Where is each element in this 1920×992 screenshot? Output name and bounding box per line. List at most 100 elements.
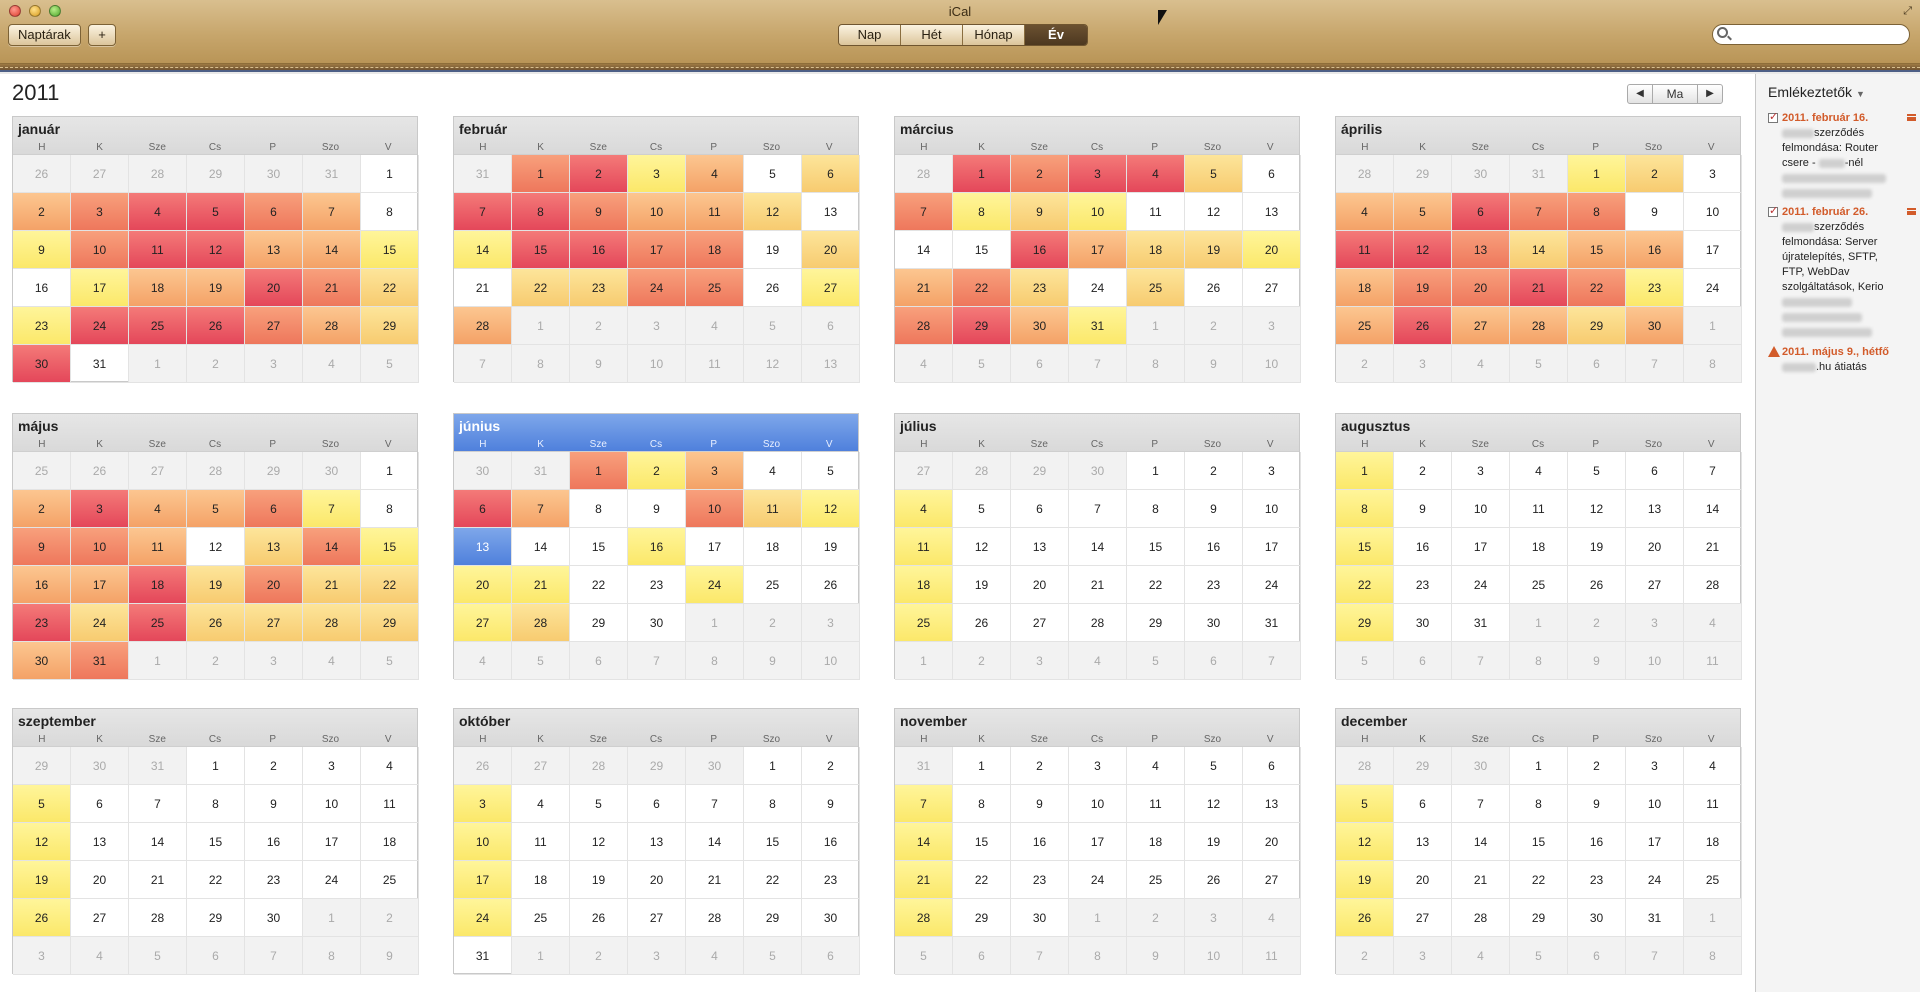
day-cell[interactable]: 21 [686,861,744,899]
day-cell[interactable]: 17 [1069,823,1127,861]
day-cell[interactable]: 14 [895,231,953,269]
day-cell[interactable]: 23 [13,307,71,345]
day-cell[interactable]: 8 [1510,642,1568,680]
day-cell[interactable]: 28 [953,452,1011,490]
day-cell[interactable]: 29 [361,307,419,345]
reminders-title[interactable]: Emlékeztetők ▼ [1768,84,1865,100]
day-cell[interactable]: 19 [1336,861,1394,899]
day-cell[interactable]: 24 [1684,269,1742,307]
day-cell[interactable]: 24 [1452,566,1510,604]
month-5[interactable]: május H K Sze Cs P Szo V 25 26 27 28 29 30 1 2 3 4 5 6 7 8 9 10… [12,413,419,680]
day-cell[interactable]: 2 [1336,937,1394,975]
day-cell[interactable]: 1 [895,642,953,680]
day-cell[interactable]: 30 [628,604,686,642]
day-cell[interactable]: 24 [1243,566,1301,604]
day-cell[interactable]: 21 [303,269,361,307]
day-cell[interactable]: 4 [129,490,187,528]
day-cell[interactable]: 1 [512,937,570,975]
day-cell[interactable]: 20 [802,231,860,269]
day-cell[interactable]: 21 [1510,269,1568,307]
day-cell[interactable]: 5 [1336,642,1394,680]
day-cell[interactable]: 11 [1684,785,1742,823]
day-cell[interactable]: 6 [570,642,628,680]
day-cell[interactable]: 2 [1336,345,1394,383]
day-cell[interactable]: 23 [628,566,686,604]
day-cell[interactable]: 5 [570,785,628,823]
search-input[interactable] [1712,24,1910,45]
day-cell[interactable]: 8 [1684,345,1742,383]
day-cell[interactable]: 8 [1127,490,1185,528]
day-cell[interactable]: 16 [1185,528,1243,566]
day-cell[interactable]: 30 [13,345,71,383]
day-cell[interactable]: 4 [129,193,187,231]
day-cell[interactable]: 15 [361,231,419,269]
day-cell[interactable]: 9 [1185,345,1243,383]
day-cell[interactable]: 16 [1568,823,1626,861]
day-cell[interactable]: 21 [512,566,570,604]
month-12[interactable]: december H K Sze Cs P Szo V 28 29 30 1 2 3 4 5 6 7 8 9 10 11 1… [1335,708,1742,975]
day-cell[interactable]: 9 [361,937,419,975]
day-cell[interactable]: 5 [1185,155,1243,193]
day-cell[interactable]: 1 [570,452,628,490]
day-cell[interactable]: 9 [13,528,71,566]
day-cell[interactable]: 11 [361,785,419,823]
day-cell[interactable]: 3 [628,155,686,193]
day-cell[interactable]: 11 [1684,642,1742,680]
checkbox-icon[interactable] [1768,204,1778,217]
day-cell[interactable]: 2 [187,642,245,680]
day-cell[interactable]: 8 [1336,490,1394,528]
day-cell[interactable]: 24 [303,861,361,899]
day-cell[interactable]: 28 [129,155,187,193]
day-cell[interactable]: 30 [13,642,71,680]
day-cell[interactable]: 17 [628,231,686,269]
month-2[interactable]: február H K Sze Cs P Szo V 31 1 2 3 4 5 6 7 8 9 10 11 12 13 14… [453,116,860,383]
day-cell[interactable]: 9 [570,193,628,231]
day-cell[interactable]: 13 [454,528,512,566]
day-cell[interactable]: 28 [895,899,953,937]
day-cell[interactable]: 7 [454,345,512,383]
day-cell[interactable]: 28 [895,307,953,345]
day-cell[interactable]: 1 [1069,899,1127,937]
day-cell[interactable]: 1 [129,642,187,680]
day-cell[interactable]: 4 [303,642,361,680]
day-cell[interactable]: 11 [1127,785,1185,823]
day-cell[interactable]: 16 [1011,231,1069,269]
day-cell[interactable]: 18 [361,823,419,861]
day-cell[interactable]: 2 [13,490,71,528]
day-cell[interactable]: 19 [187,566,245,604]
day-cell[interactable]: 26 [187,307,245,345]
day-cell[interactable]: 22 [1127,566,1185,604]
day-cell[interactable]: 4 [1684,747,1742,785]
day-cell[interactable]: 25 [1510,566,1568,604]
day-cell[interactable]: 19 [1568,528,1626,566]
day-cell[interactable]: 6 [454,490,512,528]
day-cell[interactable]: 6 [245,490,303,528]
day-cell[interactable]: 5 [895,937,953,975]
day-cell[interactable]: 8 [953,785,1011,823]
day-cell[interactable]: 19 [802,528,860,566]
day-cell[interactable]: 3 [1185,899,1243,937]
day-cell[interactable]: 6 [1394,785,1452,823]
day-cell[interactable]: 4 [303,345,361,383]
day-cell[interactable]: 7 [628,642,686,680]
day-cell[interactable]: 12 [187,528,245,566]
day-cell[interactable]: 14 [1069,528,1127,566]
day-cell[interactable]: 3 [245,642,303,680]
day-cell[interactable]: 2 [628,452,686,490]
day-cell[interactable]: 7 [1069,345,1127,383]
day-cell[interactable]: 13 [1394,823,1452,861]
day-cell[interactable]: 28 [303,604,361,642]
day-cell[interactable]: 7 [1626,937,1684,975]
day-cell[interactable]: 25 [129,307,187,345]
day-cell[interactable]: 15 [953,231,1011,269]
day-cell[interactable]: 3 [1452,452,1510,490]
day-cell[interactable]: 9 [802,785,860,823]
day-cell[interactable]: 1 [1568,155,1626,193]
day-cell[interactable]: 18 [744,528,802,566]
day-cell[interactable]: 1 [1510,747,1568,785]
view-month-button[interactable]: Hónap [963,25,1025,45]
day-cell[interactable]: 1 [1684,899,1742,937]
day-cell[interactable]: 27 [895,452,953,490]
day-cell[interactable]: 22 [953,269,1011,307]
day-cell[interactable]: 10 [628,345,686,383]
